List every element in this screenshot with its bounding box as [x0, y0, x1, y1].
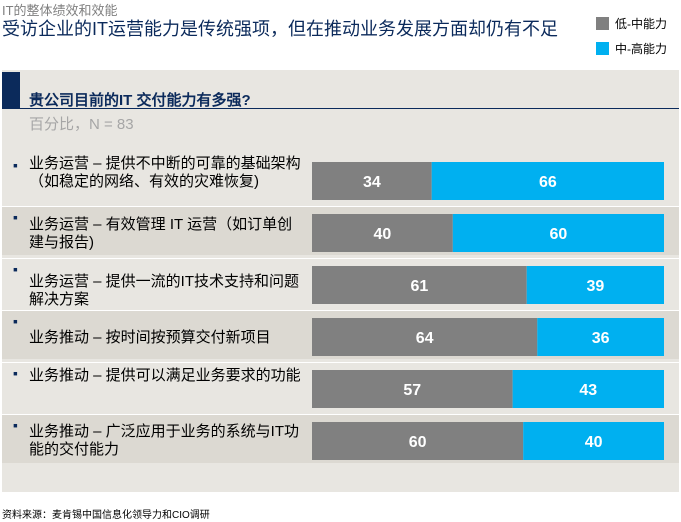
bar-low-5: [312, 370, 513, 408]
bar-label-low-2: 40: [374, 226, 392, 243]
bar-low-1: [312, 162, 432, 200]
bar-label-low-3: 61: [410, 278, 428, 295]
row-label-2: 业务运营 – 有效管理 IT 运营（如订单创建与报告): [29, 216, 293, 251]
row-label-6: 业务推动 – 广泛应用于业务的系统与IT功能的交付能力: [29, 423, 300, 458]
bar-high-3: [526, 266, 664, 304]
bar-low-4: [312, 318, 538, 356]
row-label-3: 业务运营 – 提供一流的IT技术支持和问题解决方案: [29, 273, 300, 308]
legend-item-high: 中-高能力: [596, 41, 667, 56]
row-divider: [2, 310, 679, 311]
row-divider: [2, 362, 679, 363]
bar-high-1: [431, 162, 664, 200]
legend-swatch-high: [596, 41, 609, 55]
bar-label-high-3: 39: [586, 278, 604, 295]
row-divider: [2, 206, 679, 207]
bar-label-low-6: 60: [409, 434, 427, 451]
legend-label-high: 中-高能力: [615, 41, 667, 56]
row-divider: [2, 258, 679, 259]
bullet-icon: ▪: [13, 209, 18, 225]
bar-label-high-6: 40: [585, 434, 603, 451]
bar-high-2: [452, 214, 664, 252]
row-label-4: 业务推动 – 按时间按预算交付新项目: [29, 329, 271, 346]
bar-label-high-1: 66: [539, 174, 557, 191]
bar-label-low-4: 64: [416, 330, 434, 347]
bar-high-6: [523, 422, 664, 460]
legend-swatch-low: [596, 16, 609, 30]
bar-label-low-1: 34: [363, 174, 381, 191]
bar-low-2: [312, 214, 453, 252]
row-divider: [2, 414, 679, 415]
question-title: 贵公司目前的IT 交付能力有多强?: [29, 92, 251, 109]
bullet-icon: ▪: [13, 365, 18, 381]
bar-low-6: [312, 422, 524, 460]
bullet-icon: ▪: [13, 313, 18, 329]
bullet-icon: ▪: [13, 417, 18, 433]
question-subtitle: 百分比，N = 83: [29, 116, 134, 133]
row-label-5: 业务推动 – 提供可以满足业务要求的功能: [29, 367, 301, 384]
legend-label-low: 低-中能力: [615, 16, 667, 31]
section-label: IT的整体绩效和效能: [2, 3, 118, 18]
row-label-1: 业务运营 – 提供不中断的可靠的基础架构（如稳定的网络、有效的灾难恢复): [29, 155, 301, 190]
page-title: 受访企业的IT运营能力是传统强项，但在推动业务发展方面却仍有不足: [2, 19, 558, 39]
bar-high-5: [512, 370, 664, 408]
bar-high-4: [537, 318, 664, 356]
bar-label-high-5: 43: [579, 382, 597, 399]
bullet-icon: ▪: [13, 157, 18, 173]
bar-label-high-2: 60: [550, 226, 568, 243]
question-underline: [20, 108, 679, 109]
bar-label-high-4: 36: [592, 330, 610, 347]
bar-label-low-5: 57: [403, 382, 421, 399]
legend-item-low: 低-中能力: [596, 16, 667, 31]
bar-low-3: [312, 266, 527, 304]
source-footnote: 资料来源：麦肯锡中国信息化领导力和CIO调研: [2, 510, 210, 521]
question-accent-bar: [2, 72, 20, 109]
bullet-icon: ▪: [13, 261, 18, 277]
